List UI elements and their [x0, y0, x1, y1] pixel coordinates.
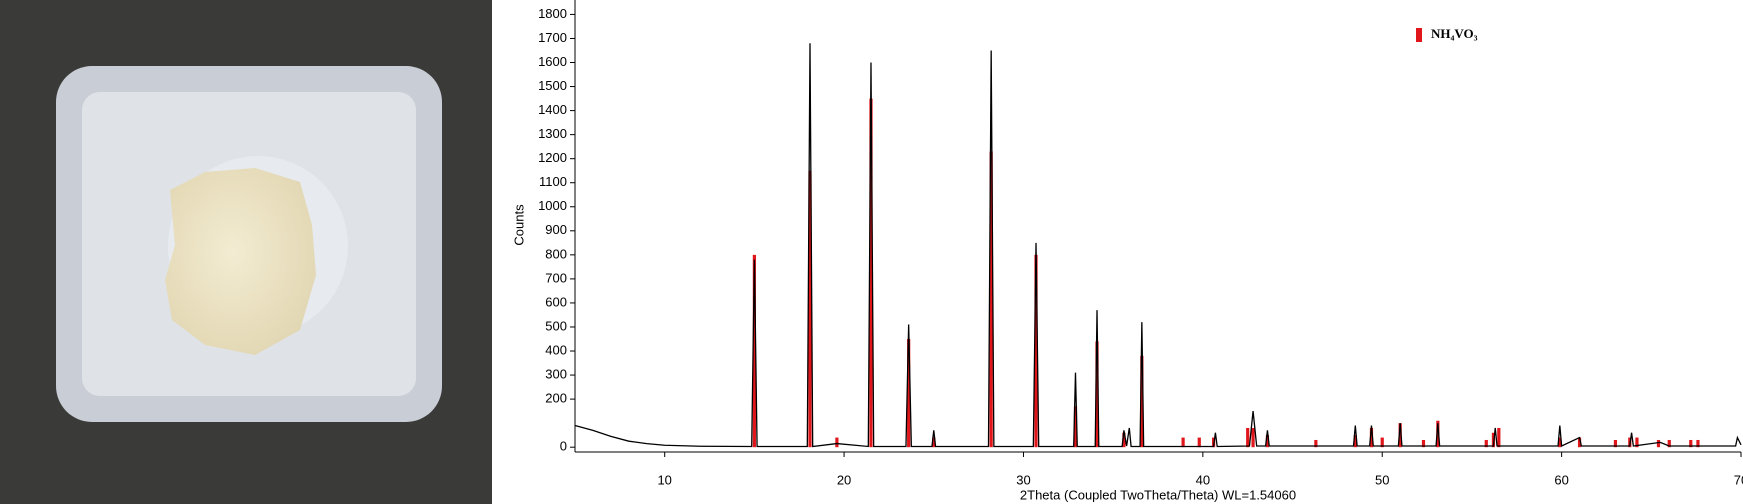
- reference-peak: [1421, 439, 1426, 448]
- reference-peak: [1265, 435, 1270, 448]
- reference-peak: [1095, 341, 1099, 448]
- x-axis-label: 2Theta (Coupled TwoTheta/Theta) WL=1.540…: [1020, 487, 1296, 502]
- y-tick-label: 1400: [538, 102, 567, 117]
- y-tick-label: 300: [545, 367, 567, 382]
- reference-peak: [869, 98, 873, 448]
- pattern-line: [574, 43, 1742, 448]
- y-tick-label: 1100: [539, 174, 567, 189]
- y-tick-label: 900: [545, 222, 567, 237]
- y-tick-label: 1000: [538, 198, 567, 213]
- x-tick-label: 40: [1196, 472, 1210, 487]
- reference-peak: [1484, 439, 1488, 448]
- reference-peak: [752, 254, 756, 448]
- reference-peak: [1398, 423, 1402, 448]
- reference-peak: [932, 437, 936, 448]
- y-tick-label: 400: [545, 342, 567, 357]
- reference-peak: [1635, 437, 1639, 448]
- legend-label: NH₄VO₃: [1431, 26, 1478, 41]
- reference-peak: [1667, 439, 1671, 448]
- reference-peak: [1497, 427, 1501, 448]
- y-tick-label: 500: [545, 318, 567, 333]
- reference-peak: [1246, 427, 1250, 448]
- reference-peak: [1577, 437, 1582, 448]
- y-tick-label: 1700: [538, 30, 567, 45]
- x-tick-label: 10: [657, 472, 671, 487]
- y-tick-label: 200: [545, 391, 567, 406]
- legend-swatch: [1416, 28, 1422, 42]
- powder: [165, 168, 316, 355]
- reference-peak: [835, 437, 839, 448]
- x-tick-label: 20: [837, 472, 851, 487]
- y-tick-label: 0: [560, 439, 567, 454]
- reference-peak: [1353, 435, 1357, 448]
- reference-peak: [1140, 355, 1144, 448]
- reference-peak: [1034, 254, 1038, 448]
- x-tick-label: 60: [1554, 472, 1568, 487]
- reference-peak: [1369, 427, 1374, 448]
- photo: [0, 0, 492, 504]
- y-tick-label: 1200: [538, 150, 567, 165]
- reference-peak: [1073, 406, 1078, 448]
- x-tick-label: 50: [1375, 472, 1389, 487]
- reference-peak: [1696, 439, 1700, 448]
- reference-peak: [1558, 437, 1562, 448]
- x-tick-label: 70: [1734, 472, 1743, 487]
- reference-peak: [907, 339, 911, 448]
- reference-peak: [1251, 427, 1255, 448]
- reference-peak: [1197, 437, 1201, 448]
- x-tick-label: 30: [1016, 472, 1030, 487]
- y-axis-label: Counts: [511, 204, 526, 246]
- reference-peak: [989, 151, 993, 448]
- reference-peak: [1181, 437, 1185, 448]
- reference-peak: [1122, 432, 1126, 448]
- reference-peak: [808, 170, 812, 448]
- reference-peak: [1689, 439, 1693, 448]
- reference-peak: [1656, 439, 1661, 448]
- y-tick-label: 1600: [538, 54, 567, 69]
- y-tick-label: 700: [545, 270, 567, 285]
- xrd-chart: 2Theta (Coupled TwoTheta/Theta) WL=1.540…: [511, 0, 1743, 502]
- reference-peak: [1314, 439, 1318, 448]
- y-tick-label: 800: [545, 246, 567, 261]
- reference-peak: [1380, 437, 1384, 448]
- y-tick-label: 600: [545, 294, 567, 309]
- y-tick-label: 1800: [538, 6, 567, 21]
- y-tick-label: 1500: [538, 78, 567, 93]
- reference-peak: [1436, 420, 1440, 448]
- y-tick-label: 1300: [538, 126, 567, 141]
- reference-peak: [1613, 439, 1618, 448]
